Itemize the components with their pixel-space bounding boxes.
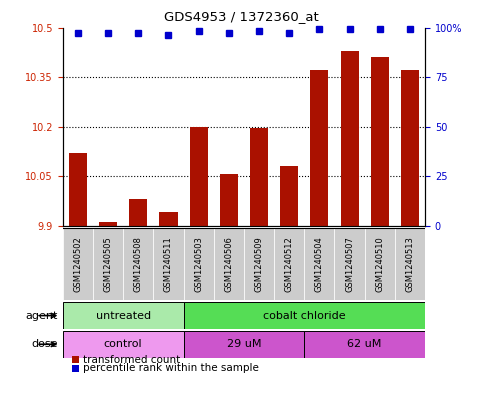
Text: untreated: untreated [96,310,151,321]
Bar [371,57,389,226]
Bar [250,128,268,226]
Text: GSM1240511: GSM1240511 [164,236,173,292]
Text: GSM1240513: GSM1240513 [405,236,414,292]
Text: transformed count: transformed count [83,354,180,365]
Bar [63,302,184,329]
Text: GSM1240512: GSM1240512 [284,236,294,292]
Bar [159,212,178,226]
Bar [123,228,154,300]
Bar [280,166,298,226]
Bar [304,228,334,300]
Bar [154,228,184,300]
Bar [220,174,238,226]
Bar [311,70,328,226]
Text: GSM1240504: GSM1240504 [315,236,324,292]
Text: dose: dose [31,339,58,349]
Bar [304,331,425,358]
Text: GSM1240510: GSM1240510 [375,236,384,292]
Bar [189,127,208,226]
Text: agent: agent [26,310,58,321]
Bar [401,70,419,226]
Bar [184,228,213,300]
Text: 29 uM: 29 uM [227,339,261,349]
Text: percentile rank within the sample: percentile rank within the sample [83,363,258,373]
Bar [244,228,274,300]
Text: GSM1240502: GSM1240502 [73,236,83,292]
Text: cobalt chloride: cobalt chloride [263,310,346,321]
Text: GSM1240507: GSM1240507 [345,236,354,292]
Text: 62 uM: 62 uM [347,339,382,349]
Bar [365,228,395,300]
Bar [184,331,304,358]
Bar [63,228,93,300]
Bar [334,228,365,300]
Bar [395,228,425,300]
Bar [93,228,123,300]
Bar [69,153,87,226]
Bar [129,199,147,226]
Text: GSM1240506: GSM1240506 [224,236,233,292]
Bar [184,302,425,329]
Bar [213,228,244,300]
Bar [274,228,304,300]
Text: GSM1240508: GSM1240508 [134,236,143,292]
Text: GSM1240503: GSM1240503 [194,236,203,292]
Bar [99,222,117,226]
Bar [63,331,184,358]
Text: GSM1240505: GSM1240505 [103,236,113,292]
Text: control: control [104,339,142,349]
Bar [341,51,358,226]
Text: GDS4953 / 1372360_at: GDS4953 / 1372360_at [164,10,319,23]
Text: GSM1240509: GSM1240509 [255,236,264,292]
